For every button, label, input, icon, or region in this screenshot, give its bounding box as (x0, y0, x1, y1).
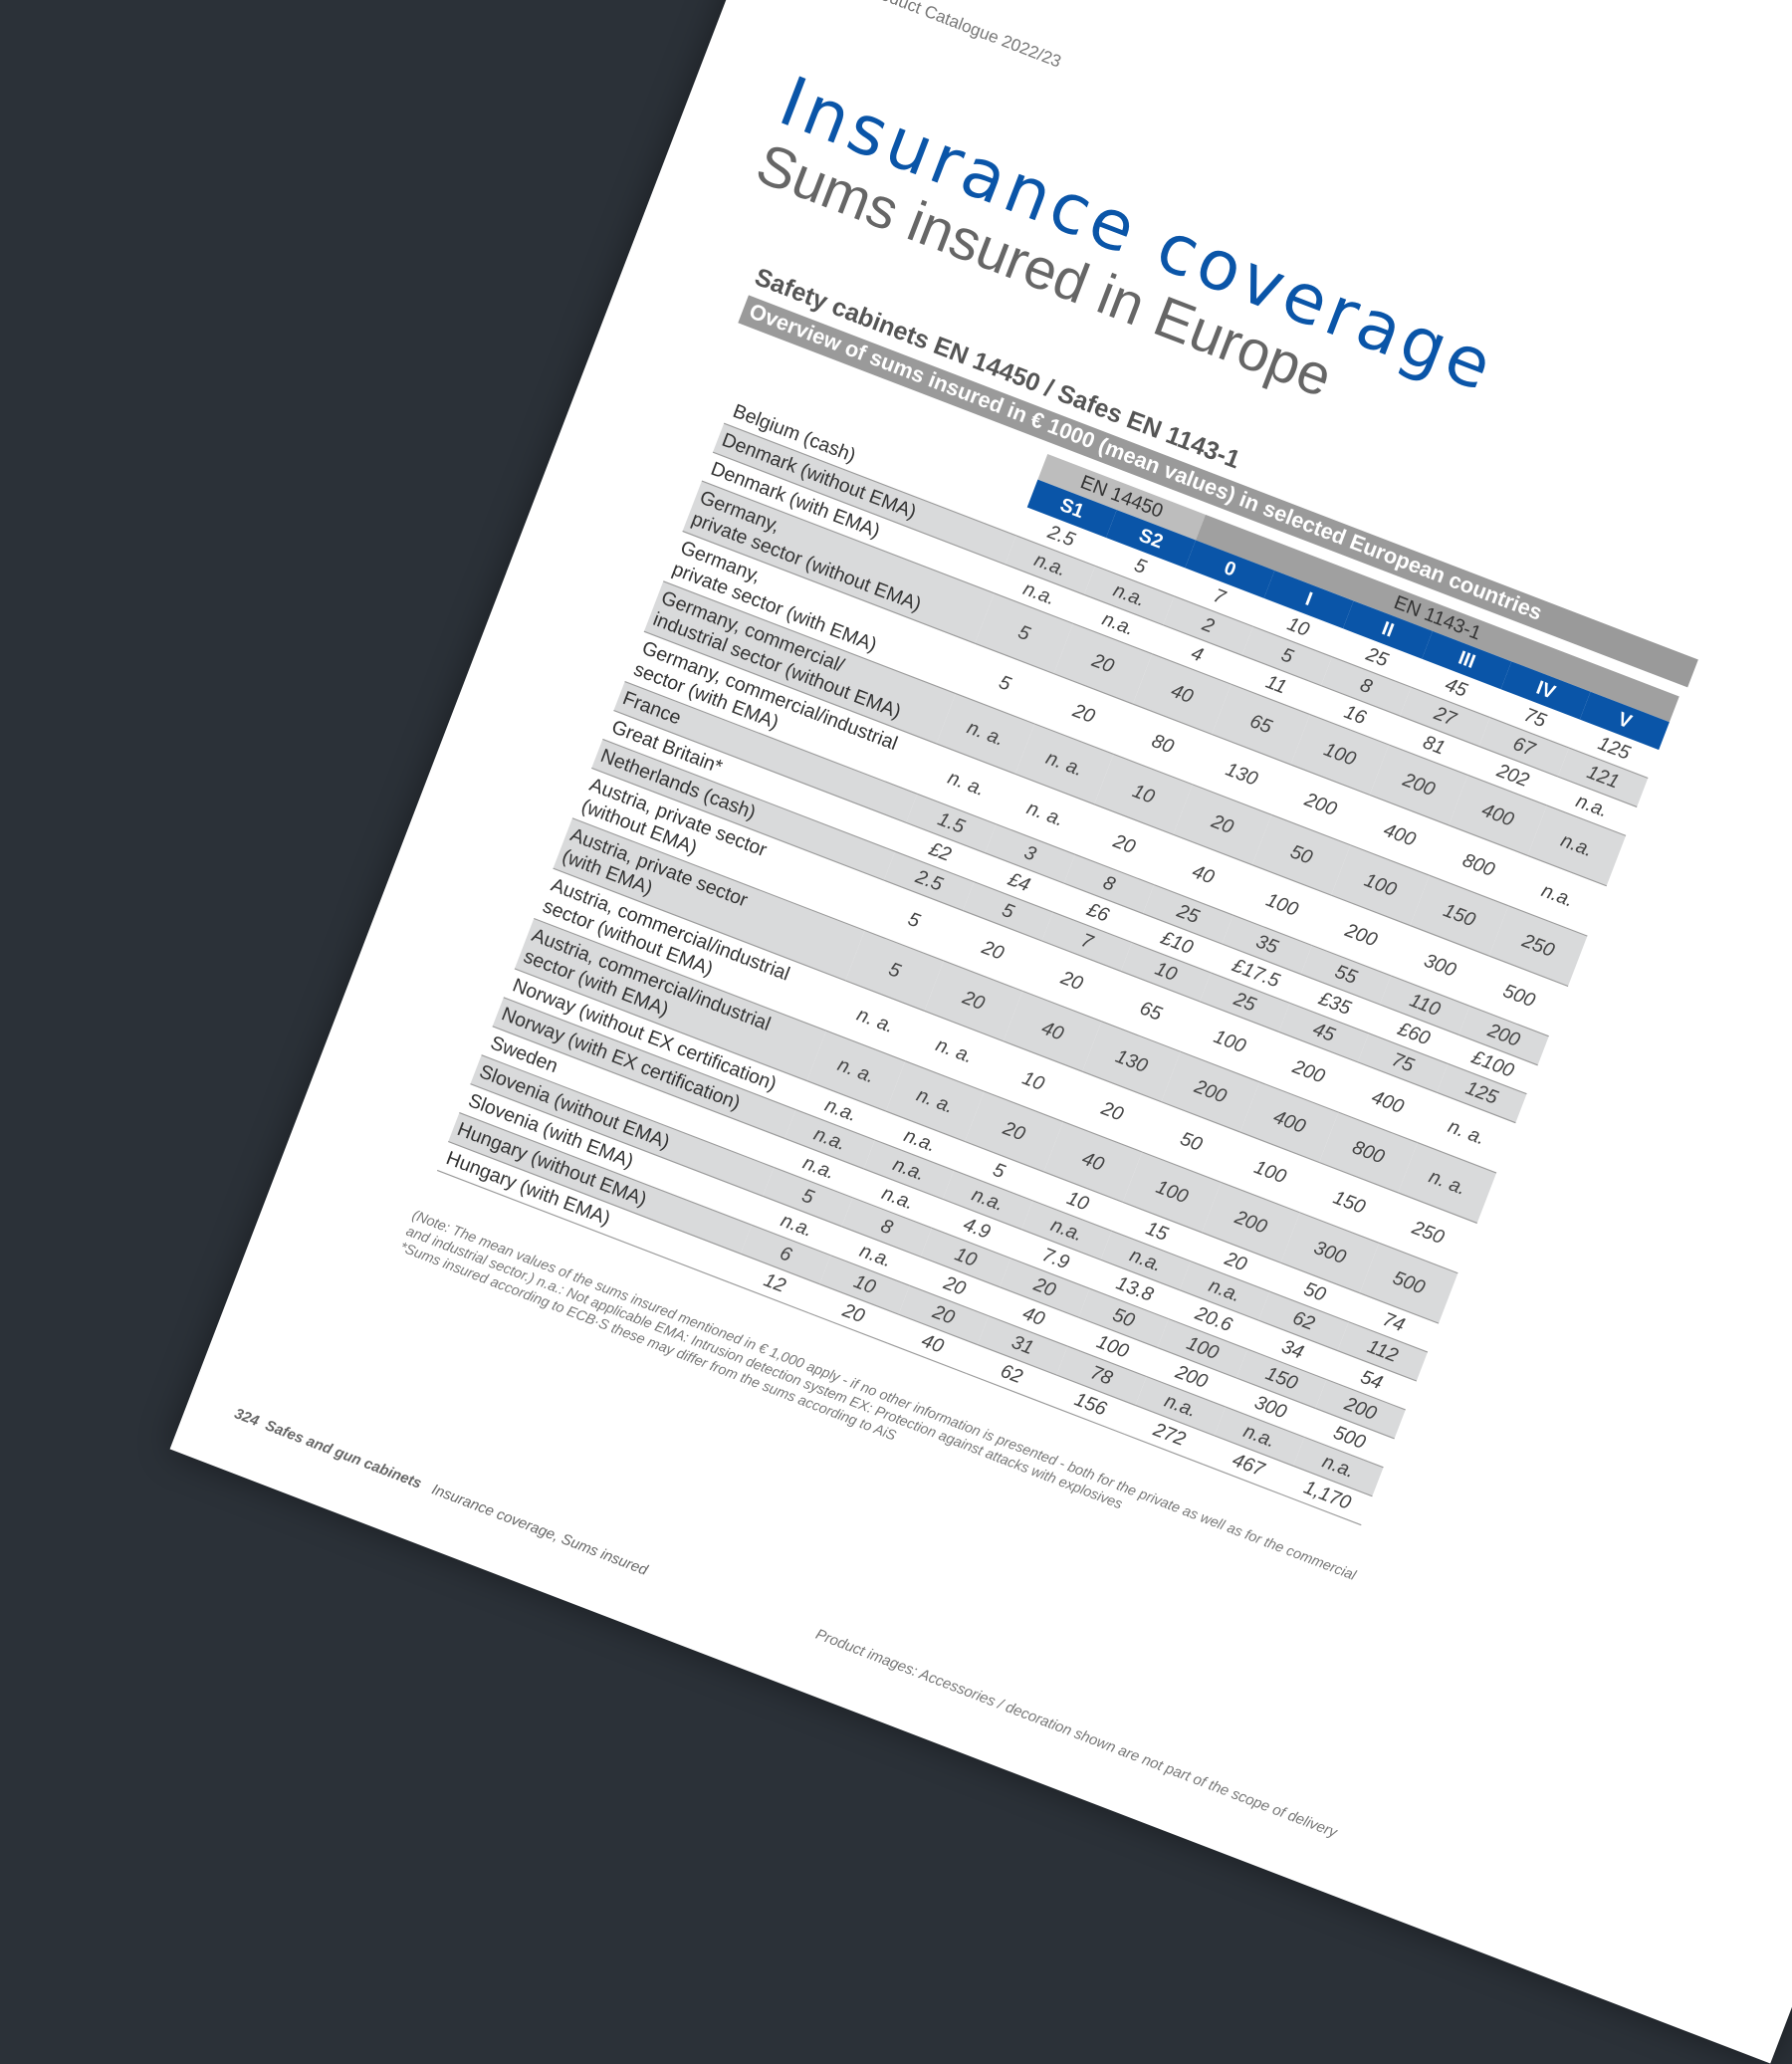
catalogue-page: Product Catalogue 2022/23 Insurance cove… (169, 0, 1792, 2064)
page-footer: 324 Safes and gun cabinets Insurance cov… (232, 1405, 650, 1579)
footer-topic: Insurance coverage, Sums insured (429, 1480, 651, 1579)
footer-disclaimer: Product images: Accessories / decoration… (813, 1625, 1340, 1841)
page-number: 324 (232, 1404, 262, 1430)
catalogue-label: Product Catalogue 2022/23 (861, 0, 1064, 73)
footer-section: Safes and gun cabinets (263, 1416, 425, 1492)
stage: Product Catalogue 2022/23 Insurance cove… (169, 0, 1792, 2064)
sums-insured-table: EN 14450 EN 1143-1 S1 S2 0 I II III IV V Belgium (… (437, 342, 1680, 1525)
